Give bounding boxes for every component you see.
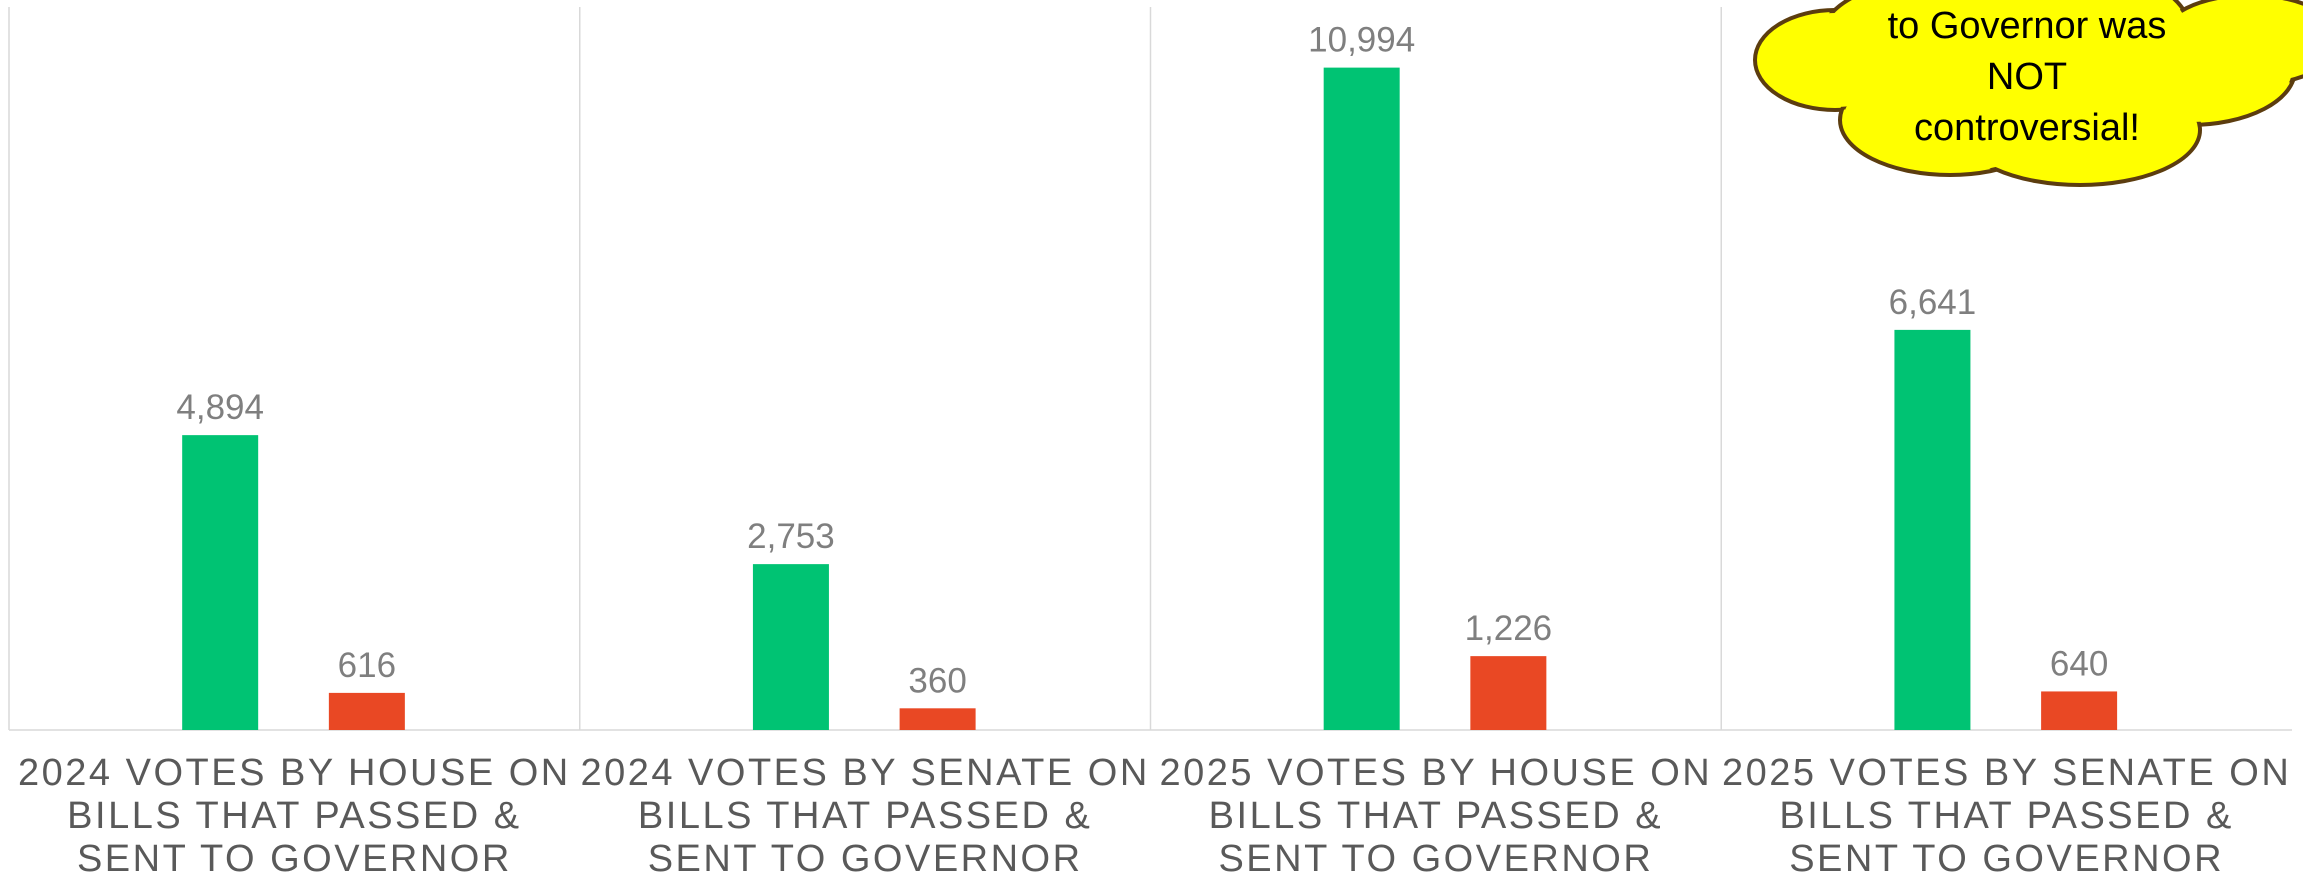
bar	[752, 564, 829, 730]
bar	[899, 708, 976, 730]
value-label: 4,894	[176, 388, 264, 427]
value-label: 616	[338, 646, 396, 685]
value-label: 6,641	[1889, 283, 1977, 322]
bar	[1894, 329, 1971, 730]
callout-text: to Governor was	[1888, 5, 2167, 47]
value-label: 2,753	[747, 517, 835, 556]
callout-cloud	[1753, 0, 2303, 187]
value-label: 10,994	[1308, 21, 1415, 60]
x-tick-label: 2025 VOTES BY HOUSE ON BILLS THAT PASSED…	[1159, 752, 1713, 880]
callout-text: controversial!	[1914, 107, 2140, 149]
cloud-fill	[2163, 0, 2303, 82]
bar	[182, 435, 259, 730]
value-label: 640	[2050, 644, 2108, 683]
bar	[328, 692, 405, 730]
bar	[1323, 67, 1400, 730]
bar	[2041, 691, 2118, 730]
value-label: 360	[908, 661, 966, 700]
cloud-fill	[1843, 23, 2197, 157]
value-label: 1,226	[1465, 609, 1553, 648]
x-tick-label: 2025 VOTES BY SENATE ON BILLS THAT PASSE…	[1721, 752, 2292, 880]
bar	[1470, 656, 1547, 730]
x-tick-label: 2024 VOTES BY SENATE ON BILLS THAT PASSE…	[580, 752, 1150, 880]
x-tick-label: 2024 VOTES BY HOUSE ON BILLS THAT PASSED…	[18, 752, 571, 880]
callout-text: NOT	[1987, 56, 2067, 98]
